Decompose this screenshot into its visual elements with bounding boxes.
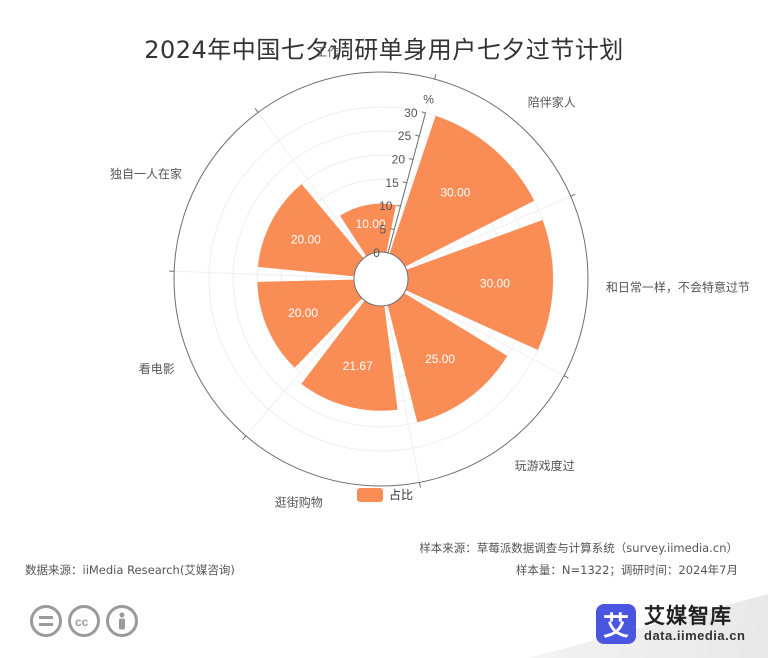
radial-tick-label: 20 — [392, 153, 406, 167]
bar-5[interactable] — [258, 184, 364, 276]
data-source: 数据来源：iiMedia Research(艾媒咨询) — [25, 562, 235, 578]
radial-tick — [397, 205, 401, 206]
radial-tick-label: 5 — [380, 223, 387, 237]
cc-icon: cc — [68, 605, 100, 637]
bar-value-label: 30.00 — [480, 276, 510, 290]
outer-tick — [419, 482, 420, 487]
brand-url: data.iimedia.cn — [644, 629, 745, 644]
outer-tick — [571, 194, 576, 196]
radial-tick-label: 25 — [398, 129, 412, 143]
brand-logo-icon: 艾 — [596, 604, 636, 644]
category-label: 工作 — [315, 45, 339, 59]
inner-axis-circle — [354, 252, 408, 306]
polar-bar-chart: 30.0030.0025.0021.6720.0020.0010.0005101… — [0, 0, 768, 520]
brand-name: 艾媒智库 — [644, 604, 745, 628]
category-label: 逛街购物 — [275, 494, 323, 509]
unit-label: % — [423, 92, 434, 106]
radial-tick-label: 30 — [404, 106, 418, 120]
radial-tick — [415, 135, 419, 136]
legend-label: 占比 — [389, 486, 413, 503]
legend[interactable]: 占比 — [357, 486, 413, 503]
bar-value-label: 25.00 — [425, 352, 455, 366]
equals-icon — [30, 605, 62, 637]
radial-tick-label: 0 — [373, 246, 380, 260]
outer-tick — [564, 376, 568, 378]
radial-tick-label: 15 — [385, 176, 399, 190]
category-label: 看电影 — [139, 362, 175, 376]
sample-info: 样本量：N=1322；调研时间：2024年7月 — [516, 562, 738, 578]
svg-text:cc: cc — [75, 615, 89, 627]
radial-tick — [422, 112, 426, 113]
radial-tick-label: 10 — [379, 199, 393, 213]
bar-value-label: 20.00 — [291, 232, 321, 246]
radial-tick — [409, 159, 413, 160]
outer-tick — [255, 108, 258, 112]
brand: 艾 艾媒智库 data.iimedia.cn — [596, 604, 745, 644]
bar-value-label: 20.00 — [288, 306, 318, 320]
category-label: 和日常一样，不会特意过节 — [606, 279, 750, 294]
category-label: 陪伴家人 — [528, 94, 576, 109]
radial-tick — [403, 182, 407, 183]
category-label: 独自一人在家 — [110, 166, 182, 181]
bar-value-label: 30.00 — [440, 186, 470, 200]
outer-tick — [435, 74, 436, 79]
person-icon — [106, 605, 138, 637]
category-label: 玩游戏度过 — [515, 458, 575, 473]
outer-tick — [243, 436, 246, 440]
sample-source: 样本来源：草莓派数据调查与计算系统（survey.iimedia.cn） — [419, 540, 738, 556]
legend-swatch — [357, 488, 383, 502]
license-icons: cc — [30, 605, 138, 637]
bar-value-label: 21.67 — [343, 359, 373, 373]
